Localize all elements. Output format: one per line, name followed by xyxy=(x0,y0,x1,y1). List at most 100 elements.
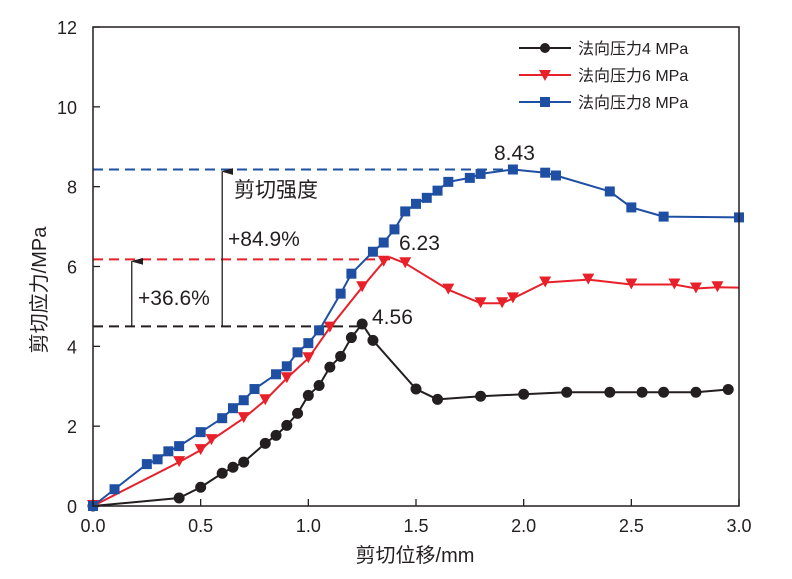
data-point-triangle xyxy=(377,255,390,267)
data-point-triangle xyxy=(506,292,519,304)
data-point-square xyxy=(411,198,421,209)
data-point-circle xyxy=(410,383,422,395)
y-tick-label: 10 xyxy=(57,98,77,118)
data-point-circle xyxy=(313,379,325,391)
data-point-triangle xyxy=(280,372,293,384)
series-0 xyxy=(87,318,734,512)
data-point-square xyxy=(217,413,228,424)
data-point-square xyxy=(432,185,443,196)
legend-item-4mpa: 法向压力4 MPa xyxy=(519,40,688,58)
data-point-square xyxy=(604,186,615,197)
data-point-circle xyxy=(270,429,282,441)
legend-item-6mpa: 法向压力6 MPa xyxy=(519,67,688,85)
legend-marker-triangle-icon xyxy=(539,70,551,81)
data-point-circle xyxy=(216,467,228,479)
y-tick-label: 8 xyxy=(67,178,77,198)
data-point-square xyxy=(292,347,303,358)
data-point-circle xyxy=(604,386,616,398)
x-tick-label: 2.0 xyxy=(511,516,536,536)
data-point-square xyxy=(400,206,411,217)
data-point-square xyxy=(249,384,260,395)
data-point-circle xyxy=(518,388,530,400)
data-point-circle xyxy=(722,383,734,395)
series-1 xyxy=(87,255,740,511)
data-point-circle xyxy=(281,419,293,431)
x-tick-label: 0.5 xyxy=(188,516,213,536)
data-point-triangle xyxy=(496,297,509,309)
legend-label-8mpa: 法向压力8 MPa xyxy=(578,94,688,112)
data-point-triangle xyxy=(237,412,250,424)
peak-label-8mpa: 8.43 xyxy=(494,142,535,165)
data-point-circle xyxy=(335,350,347,362)
axes: 0.0 0.5 1.0 1.5 2.0 2.5 3.0 0 2 4 6 8 10 12 xyxy=(57,18,752,536)
data-point-circle xyxy=(367,334,379,346)
data-point-square xyxy=(367,246,378,257)
data-point-square xyxy=(195,427,206,438)
y-tick-label: 4 xyxy=(67,337,77,357)
y-axis-label: 剪切应力/MPa xyxy=(28,226,51,354)
data-point-triangle xyxy=(259,394,272,406)
data-point-circle xyxy=(195,481,207,493)
data-point-square xyxy=(443,176,454,187)
data-point-circle xyxy=(238,456,250,468)
data-point-square xyxy=(550,170,561,181)
series-line xyxy=(92,322,729,507)
data-point-square xyxy=(238,395,249,406)
data-point-square xyxy=(335,288,346,299)
data-point-circle xyxy=(324,361,336,373)
shear-strength-label: 剪切强度 xyxy=(234,179,318,202)
data-point-circle xyxy=(636,386,648,398)
data-point-square xyxy=(174,441,185,452)
data-point-circle xyxy=(561,386,573,398)
increase-label-6mpa: +36.6% xyxy=(138,287,210,310)
data-point-circle xyxy=(345,332,357,344)
y-tick-label: 12 xyxy=(57,18,77,38)
data-point-square xyxy=(163,446,174,457)
data-point-triangle xyxy=(205,434,218,446)
data-point-triangle xyxy=(474,297,487,309)
legend-item-8mpa: 法向压力8 MPa xyxy=(519,94,688,112)
y-tick-label: 0 xyxy=(67,497,77,517)
annotation-arrows xyxy=(132,172,222,327)
data-point-triangle xyxy=(356,281,369,293)
data-point-circle xyxy=(690,386,702,398)
data-point-triangle xyxy=(625,278,638,290)
data-point-triangle xyxy=(689,282,702,294)
peak-label-6mpa: 6.23 xyxy=(399,232,440,255)
data-point-triangle xyxy=(323,321,336,333)
data-point-triangle xyxy=(582,273,595,285)
data-point-triangle xyxy=(399,257,412,269)
data-point-circle xyxy=(658,386,670,398)
data-point-triangle xyxy=(442,283,455,295)
data-point-circle xyxy=(356,318,368,330)
data-point-square xyxy=(540,167,551,178)
legend: 法向压力4 MPa 法向压力6 MPa 法向压力8 MPa xyxy=(519,40,688,112)
increase-label-8mpa: +84.9% xyxy=(228,228,300,251)
data-point-square xyxy=(507,164,518,175)
x-tick-label: 2.5 xyxy=(619,516,644,536)
data-point-square xyxy=(421,192,432,203)
legend-label-4mpa: 法向压力4 MPa xyxy=(578,40,688,58)
data-point-square xyxy=(464,172,475,183)
data-point-circle xyxy=(227,461,239,473)
data-point-square xyxy=(626,202,637,213)
data-point-square xyxy=(475,168,486,179)
x-axis-label: 剪切位移/mm xyxy=(356,544,475,567)
y-tick-label: 2 xyxy=(67,417,77,437)
peak-label-4mpa: 4.56 xyxy=(372,306,413,329)
y-tick-label: 6 xyxy=(67,258,77,278)
data-point-circle xyxy=(173,492,185,504)
data-point-triangle xyxy=(711,281,724,293)
data-point-square xyxy=(109,484,120,495)
data-point-square xyxy=(346,268,357,279)
data-point-circle xyxy=(292,407,304,419)
x-tick-label: 3.0 xyxy=(726,516,751,536)
series-group xyxy=(87,164,744,512)
data-point-square xyxy=(658,211,669,222)
data-point-circle xyxy=(302,389,314,401)
data-point-triangle xyxy=(194,444,207,456)
data-point-square xyxy=(271,369,282,380)
data-point-square xyxy=(378,237,389,248)
data-point-triangle xyxy=(173,456,186,468)
